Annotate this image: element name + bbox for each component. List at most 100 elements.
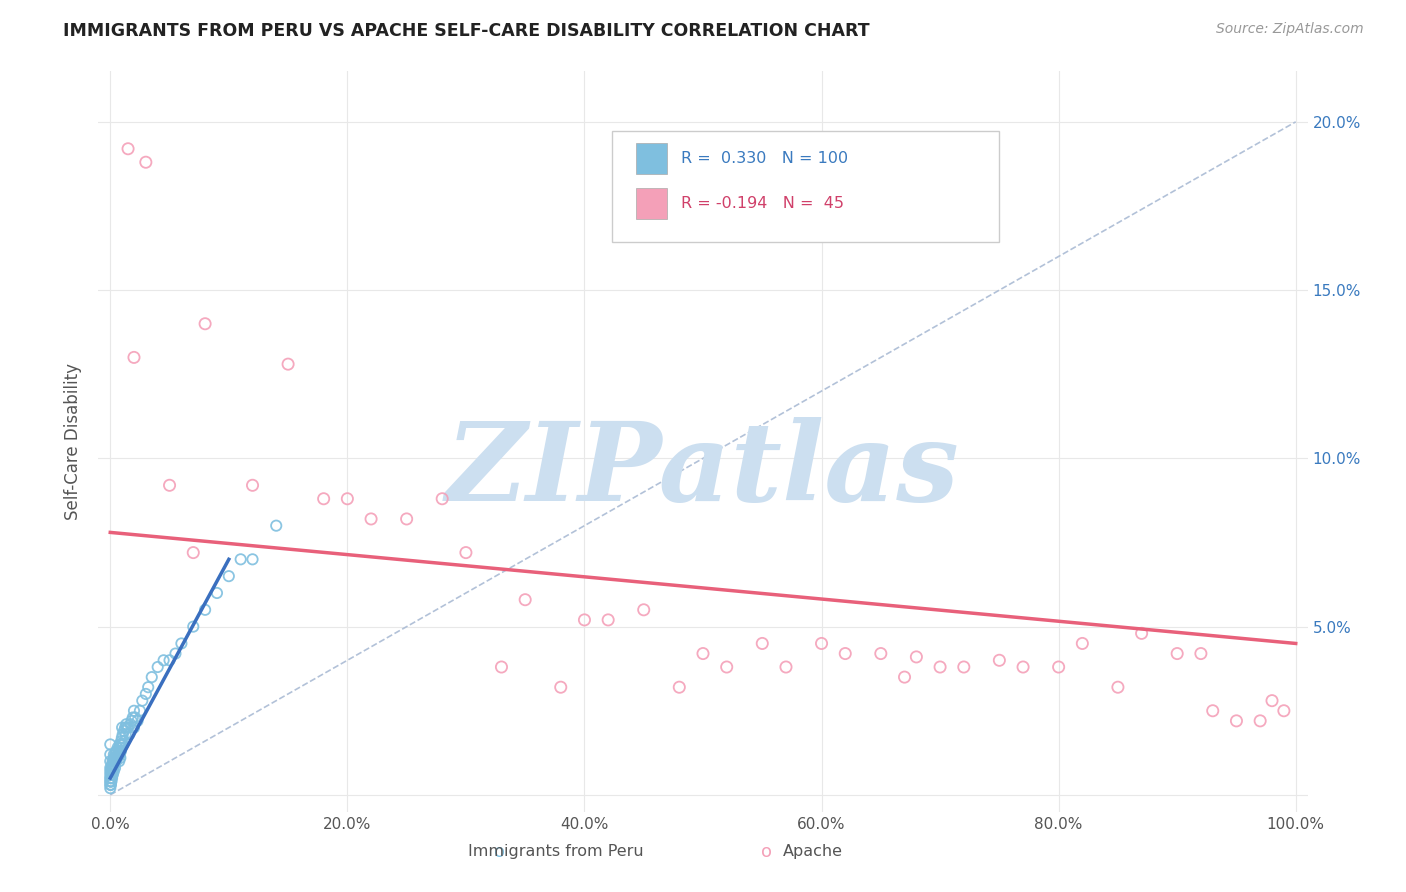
Point [775,660,797,674]
Point [194,603,217,617]
Point [124,710,146,724]
Point [101,767,124,781]
Point [218,569,240,583]
Point [716,660,738,674]
Point [98,767,121,781]
Point [1166,647,1188,661]
Point [100,761,122,775]
Point [194,317,217,331]
Point [122,351,145,365]
Point [159,653,181,667]
Point [100,771,122,785]
Point [104,761,127,775]
Y-axis label: Self-Care Disability: Self-Care Disability [65,363,83,520]
Point [136,680,159,694]
Point [114,734,136,748]
Point [929,660,952,674]
Point [108,744,131,758]
Point [100,774,122,789]
Point [515,592,537,607]
Point [165,647,187,661]
Point [905,649,928,664]
Point [1202,704,1225,718]
Point [107,744,129,758]
Point [103,761,125,775]
Point [100,778,122,792]
Point [1225,714,1247,728]
Point [101,771,124,785]
Point [120,717,142,731]
Point [103,751,125,765]
Point [810,636,832,650]
Point [117,721,139,735]
Point [111,727,134,741]
Point [893,670,915,684]
Point [127,714,149,728]
Point [146,660,169,674]
Point [98,771,121,785]
Point [104,754,127,768]
Point [104,751,127,765]
Text: Apache: Apache [783,845,842,859]
Point [141,670,163,684]
Text: o: o [494,843,505,861]
Point [751,636,773,650]
Point [98,764,121,779]
Point [111,738,134,752]
Point [105,754,128,768]
Point [550,680,572,694]
Point [98,761,121,775]
Point [112,723,135,738]
Point [107,747,129,762]
Point [100,767,122,781]
Point [336,491,359,506]
Point [100,764,122,779]
Point [181,545,204,560]
Point [277,357,299,371]
Point [101,767,124,781]
FancyBboxPatch shape [637,144,666,174]
Point [1012,660,1035,674]
Point [105,744,128,758]
Point [129,704,152,718]
Point [114,721,136,735]
Point [110,751,132,765]
Point [105,751,128,765]
Point [205,586,228,600]
Text: R =  0.330   N = 100: R = 0.330 N = 100 [682,152,848,166]
Point [121,710,143,724]
FancyBboxPatch shape [637,187,666,219]
Point [100,774,122,789]
Point [104,751,127,765]
Point [432,491,454,506]
Point [952,660,974,674]
Point [100,771,122,785]
Point [242,478,264,492]
Point [108,747,131,762]
Point [110,740,132,755]
Point [668,680,690,694]
Point [242,552,264,566]
Point [108,740,131,755]
Point [111,731,134,745]
Point [107,747,129,762]
Point [100,767,122,781]
Point [108,738,131,752]
Point [98,781,121,796]
Text: Immigrants from Peru: Immigrants from Peru [468,845,643,859]
Point [104,754,127,768]
Point [1071,636,1094,650]
Point [395,512,418,526]
Point [110,744,132,758]
Point [103,747,125,762]
Point [115,721,138,735]
Point [100,774,122,789]
Point [135,687,157,701]
Text: ZIPatlas: ZIPatlas [446,417,960,524]
Point [264,518,287,533]
Point [101,754,124,768]
Point [100,771,122,785]
Point [98,778,121,792]
Point [360,512,382,526]
Point [1130,626,1153,640]
